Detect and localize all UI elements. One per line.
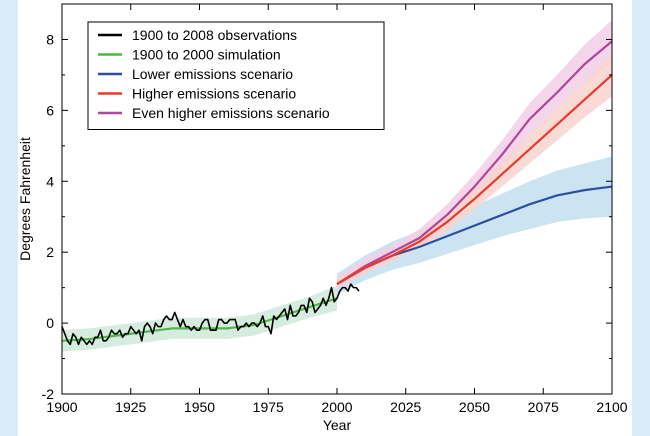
legend-label: 1900 to 2000 simulation xyxy=(132,47,281,63)
x-tick-label: 2075 xyxy=(528,399,559,415)
y-tick-label: 6 xyxy=(46,102,54,118)
x-axis-label: Year xyxy=(323,417,352,433)
y-tick-label: 0 xyxy=(46,315,54,331)
y-tick-label: 2 xyxy=(46,244,54,260)
x-tick-label: 1925 xyxy=(115,399,146,415)
legend-label: Higher emissions scenario xyxy=(132,86,296,102)
chart: 1900 1925 1950 1975 2000 2025 2050 2075 2100 -2 0 2… xyxy=(18,3,628,433)
y-tick-label: -2 xyxy=(42,386,55,402)
x-tick-label: 1900 xyxy=(46,399,77,415)
x-tick-label: 1975 xyxy=(253,399,284,415)
legend-label: Lower emissions scenario xyxy=(132,66,293,82)
series-line-even-higher-emissions-scenario xyxy=(336,40,613,286)
band-higher-emissions-scenario xyxy=(337,53,612,288)
axis-ticks: 1900 1925 1950 1975 2000 2025 2050 2075 2100 -2 0 2… xyxy=(42,3,628,415)
legend: 1900 to 2008 observations 1900 to 2000 si… xyxy=(87,21,385,130)
band-even-higher-emissions-scenario xyxy=(337,19,612,290)
x-tick-label: 1950 xyxy=(184,399,215,415)
legend-label: 1900 to 2008 observations xyxy=(132,27,297,43)
chart-frame: 1900 1925 1950 1975 2000 2025 2050 2075 2100 -2 0 2… xyxy=(18,0,632,436)
series-lines xyxy=(61,40,613,346)
x-tick-label: 2050 xyxy=(459,399,490,415)
legend-box xyxy=(87,21,385,130)
series-line-1900-to-2008-observations xyxy=(61,283,360,346)
series-line-higher-emissions-scenario xyxy=(336,74,613,286)
x-tick-label: 2000 xyxy=(321,399,352,415)
y-tick-label: 4 xyxy=(46,173,54,189)
y-tick-label: 8 xyxy=(46,31,54,47)
x-tick-label: 2025 xyxy=(390,399,421,415)
y-axis-label: Degrees Fahrenheit xyxy=(18,137,33,261)
band-1900-to-2000-simulation xyxy=(62,285,337,352)
legend-label: Even higher emissions scenario xyxy=(132,105,330,121)
x-tick-label: 2100 xyxy=(596,399,627,415)
